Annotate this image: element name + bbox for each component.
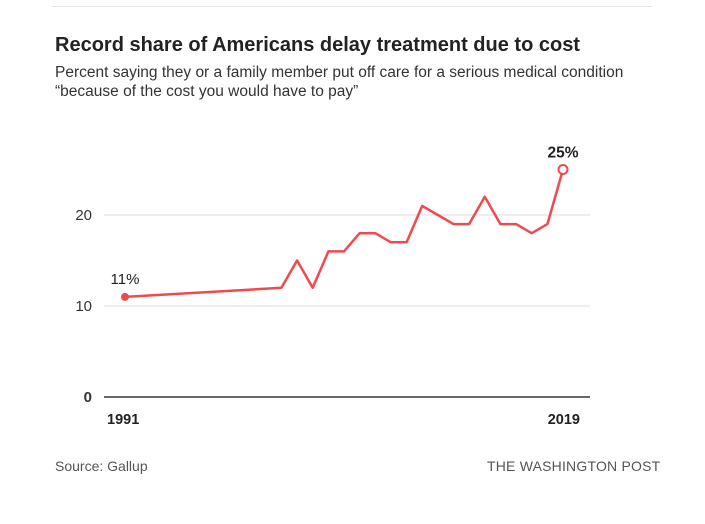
top-divider (52, 6, 652, 7)
start-point-marker (121, 292, 129, 301)
chart-title: Record share of Americans delay treatmen… (55, 34, 580, 56)
y-tick-label-10: 10 (75, 298, 92, 315)
x-tick-label-start: 1991 (107, 412, 139, 428)
end-point-marker (557, 164, 569, 175)
start-value-label: 11% (111, 271, 140, 288)
chart-subtitle: Percent saying they or a family member p… (55, 64, 624, 100)
x-tick-label-end: 2019 (548, 412, 580, 428)
y-tick-label-20: 20 (75, 207, 92, 224)
end-value-label: 25% (547, 145, 578, 162)
publisher-credit: THE WASHINGTON POST (487, 458, 661, 474)
y-tick-label-0: 0 (84, 389, 92, 406)
series-line (123, 168, 565, 299)
source-note: Source: Gallup (55, 458, 148, 474)
